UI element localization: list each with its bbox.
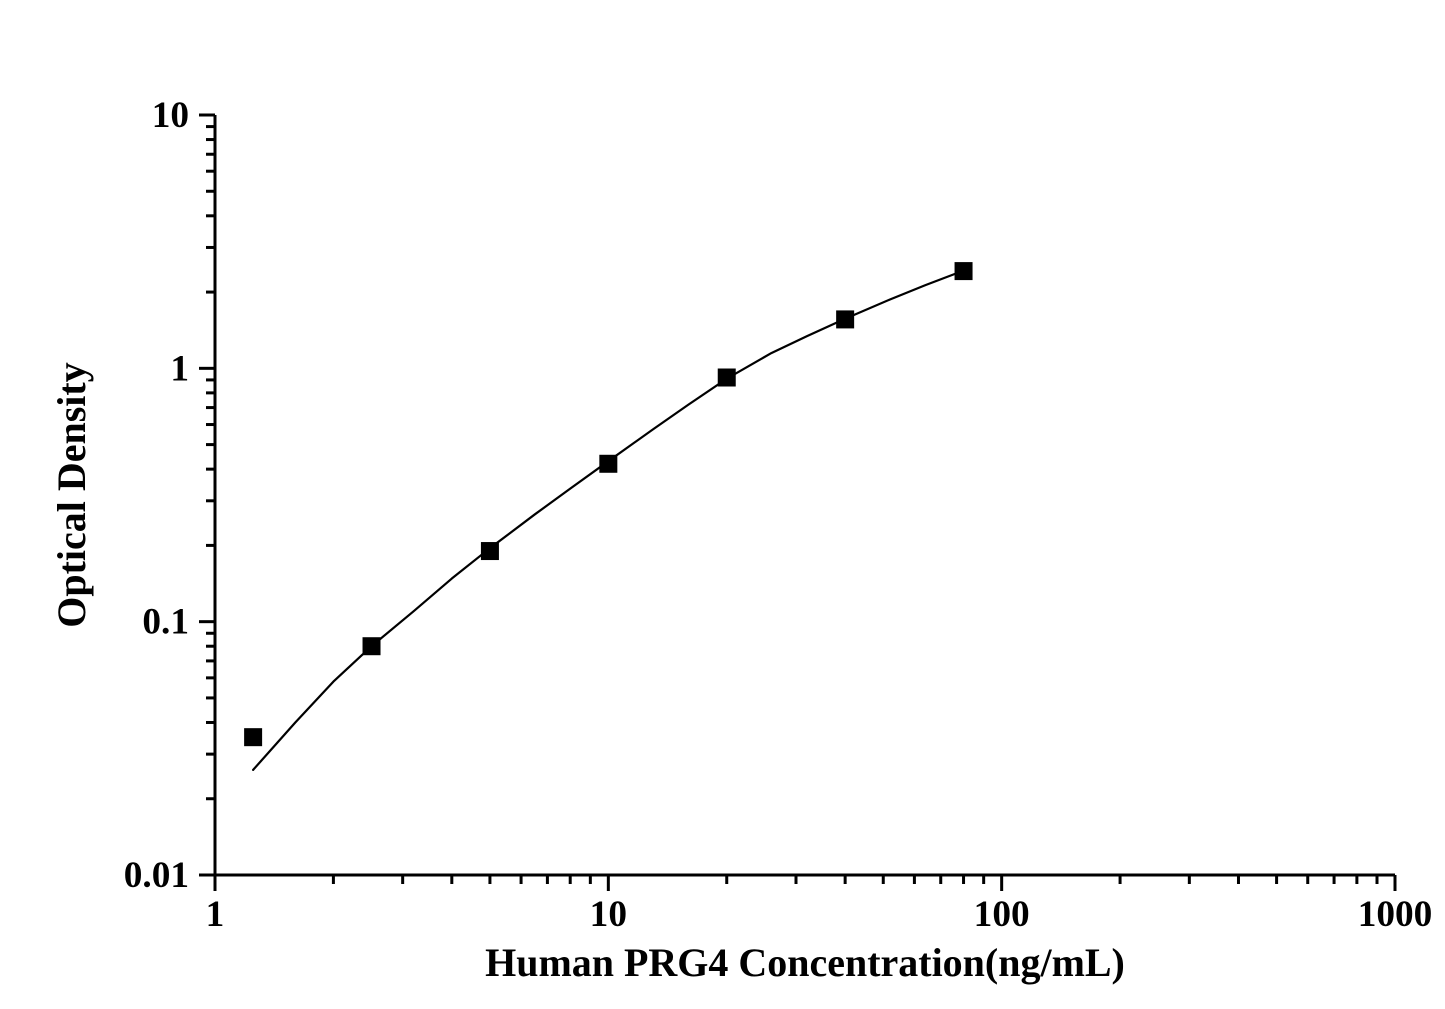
- y-tick-label: 1: [170, 348, 189, 389]
- data-marker: [363, 637, 381, 655]
- x-tick-label: 100: [974, 894, 1030, 935]
- y-tick-label: 0.1: [142, 602, 189, 643]
- data-marker: [718, 369, 736, 387]
- standard-curve-chart: 1 10 100 1000 0.01 0.1 1 10 Human PRG4 Concentra…: [0, 0, 1445, 1009]
- data-marker: [836, 310, 854, 328]
- data-marker: [599, 455, 617, 473]
- y-tick-label: 10: [152, 95, 189, 136]
- x-axis-label: Human PRG4 Concentration(ng/mL): [485, 940, 1125, 985]
- chart-background: [0, 0, 1445, 1009]
- y-tick-label: 0.01: [124, 855, 189, 896]
- data-marker: [955, 262, 973, 280]
- y-axis-label: Optical Density: [49, 362, 94, 627]
- chart-container: 1 10 100 1000 0.01 0.1 1 10 Human PRG4 Concentra…: [0, 0, 1445, 1009]
- data-marker: [481, 542, 499, 560]
- x-tick-label: 1000: [1358, 894, 1433, 935]
- data-marker: [244, 728, 262, 746]
- x-tick-label: 1: [206, 894, 225, 935]
- x-tick-label: 10: [590, 894, 627, 935]
